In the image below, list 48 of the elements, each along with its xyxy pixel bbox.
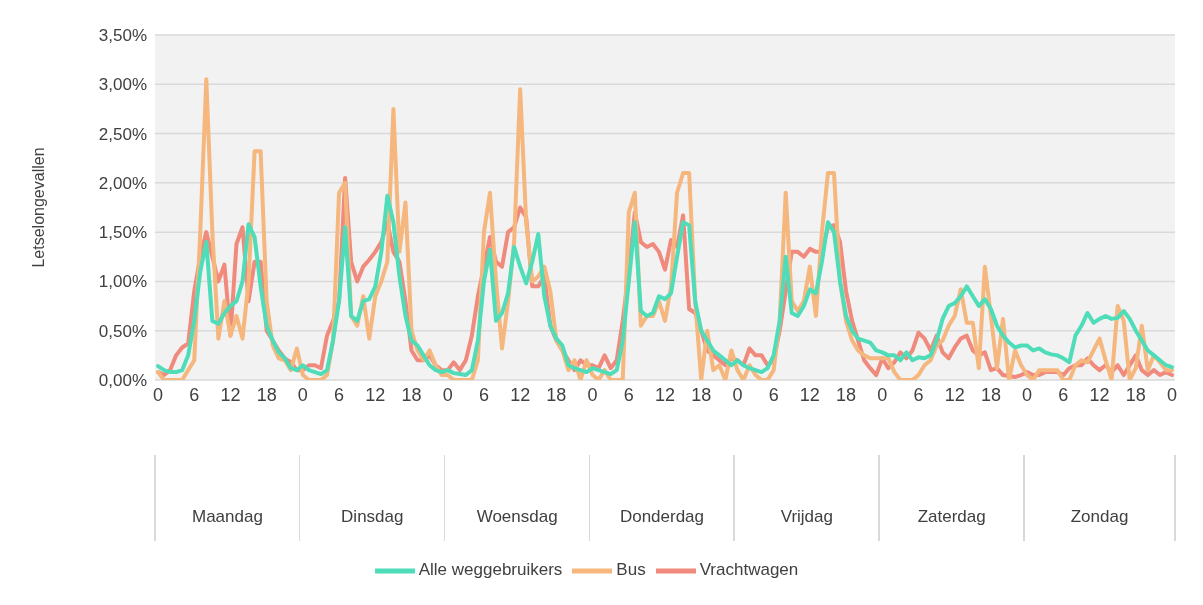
text: Dinsdag (340, 507, 405, 527)
x-tick-label: 12 (220, 384, 241, 405)
y-tick-label: 3,00% (98, 75, 147, 95)
x-tick-label: 12 (654, 384, 676, 405)
y-tick-label: 0,00% (98, 371, 147, 391)
x-tick-label: 0 (587, 384, 598, 405)
x-tick-label: 6 (334, 384, 345, 405)
text: Zondag (1069, 507, 1130, 527)
x-tick-label: 6 (768, 384, 779, 405)
x-tick-label: 0 (153, 384, 164, 405)
x-tick-label: 12 (944, 384, 965, 405)
x-tick-label: 12 (365, 384, 386, 405)
y-tick-label: 3,50% (98, 26, 147, 46)
x-tick-label: 6 (623, 384, 634, 405)
x-tick-label: 18 (836, 384, 857, 405)
x-tick-label: 0 (1166, 384, 1177, 405)
x-tick-label: 0 (442, 384, 453, 405)
x-tick-label: 18 (980, 384, 1001, 405)
x-tick-label: 12 (799, 384, 820, 405)
x-tick-label: 18 (1125, 384, 1146, 405)
x-tick-label: 0 (877, 384, 888, 405)
x-tick-label: 18 (401, 384, 422, 405)
text: Woensdag (475, 507, 559, 527)
x-tick-label: 12 (1089, 384, 1110, 405)
x-tick-label: 0 (1022, 384, 1033, 405)
y-tick-label: 2,00% (98, 173, 147, 193)
legend-label: Alle weggebruikers (418, 560, 563, 580)
y-axis-title: Letselongevallen (29, 147, 47, 268)
x-tick-label: 0 (297, 384, 308, 405)
text: Vrijdag (779, 507, 834, 527)
text: Donderdag (618, 507, 706, 527)
x-tick-label: 18 (256, 384, 277, 405)
x-tick-label: 12 (510, 384, 531, 405)
y-tick-label: 2,50% (98, 124, 147, 144)
legend-label: Vrachtwagen (699, 560, 799, 580)
x-tick-label: 18 (691, 384, 712, 405)
x-tick-label: 0 (732, 384, 743, 405)
y-tick-label: 0,50% (98, 321, 147, 341)
text: Maandag (190, 507, 264, 527)
y-tick-label: 1,00% (98, 272, 147, 292)
x-tick-label: 6 (478, 384, 489, 405)
x-tick-label: 6 (913, 384, 924, 405)
legend-label: Bus (616, 560, 646, 580)
x-tick-label: 6 (189, 384, 200, 405)
y-tick-label: 1,50% (98, 223, 147, 243)
x-tick-label: 6 (1058, 384, 1069, 405)
x-tick-label: 18 (546, 384, 567, 405)
text: Zaterdag (916, 507, 987, 527)
